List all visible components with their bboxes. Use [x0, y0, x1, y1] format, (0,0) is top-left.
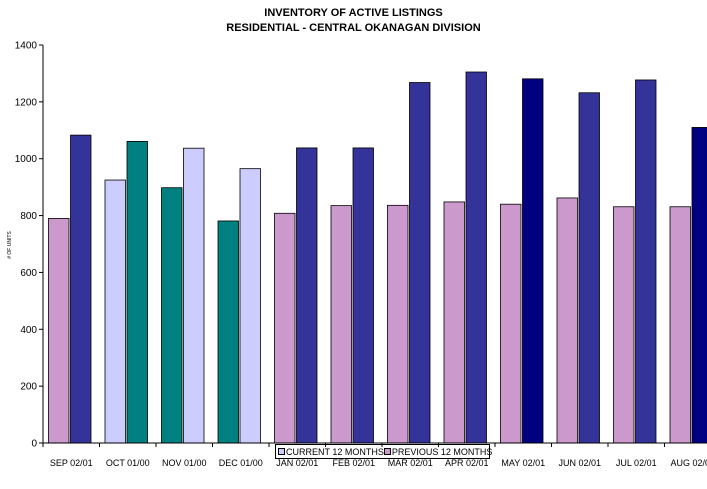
bar-previous-7: [465, 71, 487, 444]
y-tick-label-1400: 1400: [15, 41, 38, 52]
x-tick-label-8: MAY 02/01: [501, 458, 545, 468]
bar-previous-2: [183, 147, 205, 444]
legend: CURRENT 12 MONTHS PREVIOUS 12 MONTHS: [275, 444, 493, 459]
y-tick-label-200: 200: [20, 382, 37, 393]
bar-current-11: [669, 206, 691, 444]
legend-label-previous: PREVIOUS 12 MONTHS: [391, 446, 493, 457]
bar-current-1: [104, 179, 126, 444]
bar-current-9: [556, 197, 578, 444]
x-tick-label-6: MAR 02/01: [388, 458, 433, 468]
x-tick-label-11: AUG 02/01: [670, 458, 707, 468]
x-tick-label-4: JAN 02/01: [276, 458, 318, 468]
bar-current-0: [48, 218, 70, 444]
x-tick-label-3: DEC 01/00: [219, 458, 263, 468]
y-tick-label-800: 800: [20, 211, 37, 222]
x-tick-label-9: JUN 02/01: [558, 458, 601, 468]
bar-current-8: [500, 203, 522, 444]
bar-previous-5: [352, 147, 374, 444]
x-tick-label-2: NOV 01/00: [162, 458, 207, 468]
chart-subtitle: RESIDENTIAL - CENTRAL OKANAGAN DIVISION: [226, 22, 481, 34]
bar-current-6: [387, 204, 409, 444]
x-tick-label-5: FEB 02/01: [332, 458, 375, 468]
y-axis-label: # OF UNITS: [7, 231, 13, 259]
y-tick-label-400: 400: [20, 325, 37, 336]
bar-previous-10: [635, 79, 657, 444]
bar-current-4: [274, 212, 296, 444]
bar-current-10: [613, 206, 635, 444]
y-tick-label-1200: 1200: [15, 97, 38, 108]
bar-previous-11: [691, 127, 707, 444]
bar-current-5: [330, 205, 352, 444]
legend-swatch-previous: [383, 448, 391, 455]
y-tick-label-600: 600: [20, 268, 37, 279]
y-tick-label-0: 0: [31, 439, 37, 450]
bar-current-7: [443, 201, 465, 444]
bar-previous-0: [70, 134, 92, 444]
bar-current-2: [161, 187, 183, 444]
legend-label-current: CURRENT 12 MONTHS: [286, 446, 384, 457]
bar-previous-8: [522, 78, 544, 444]
bar-previous-1: [126, 140, 148, 444]
legend-item-previous: PREVIOUS 12 MONTHS: [383, 446, 493, 457]
legend-item-current: CURRENT 12 MONTHS: [278, 447, 384, 457]
x-tick-label-0: SEP 02/01: [50, 458, 93, 468]
x-tick-label-1: OCT 01/00: [106, 458, 150, 468]
legend-swatch-current: [278, 448, 285, 455]
bar-previous-6: [409, 82, 431, 444]
y-tick-label-1000: 1000: [15, 154, 38, 165]
chart-title: INVENTORY OF ACTIVE LISTINGS: [264, 7, 443, 19]
x-tick-label-7: APR 02/01: [445, 458, 489, 468]
bar-previous-9: [578, 92, 600, 444]
bar-previous-4: [296, 147, 318, 444]
bar-current-3: [217, 220, 239, 444]
bar-previous-3: [239, 168, 261, 444]
x-tick-label-10: JUL 02/01: [616, 458, 657, 468]
